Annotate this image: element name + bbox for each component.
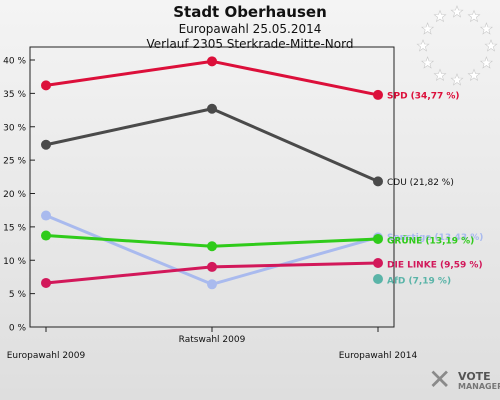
vote-manager-x-logo-icon: ✕ (428, 363, 452, 396)
series-end-label: AfD (7,19 %) (387, 277, 451, 287)
eu-star-icon (484, 39, 498, 52)
data-point (41, 277, 51, 288)
chart-subtitle: Europawahl 25.05.2014 (178, 22, 322, 36)
data-point (207, 261, 217, 272)
series-line (45, 107, 379, 183)
eu-star-icon (433, 68, 447, 82)
eu-star-icon (420, 56, 435, 69)
data-point (41, 80, 51, 91)
series-line (45, 59, 379, 97)
vote-manager-logo: ✕ VOTE MANAGER (428, 365, 500, 400)
y-tick-label: 5 % (9, 290, 27, 300)
eu-star-icon (467, 68, 481, 82)
y-tick-label: 25 % (3, 157, 26, 167)
x-tick-label: Ratswahl 2009 (179, 335, 246, 345)
series-end-label: CDU (21,82 %) (387, 178, 454, 188)
series-end-label: SPD (34,77 %) (387, 91, 460, 101)
y-tick-label: 40 % (3, 57, 26, 67)
eu-star-icon (479, 22, 494, 35)
y-tick-label: 35 % (3, 90, 26, 100)
y-tick-label: 10 % (3, 257, 26, 267)
logo-line1: VOTE (458, 370, 491, 383)
eu-star-icon (450, 5, 464, 18)
data-point (373, 233, 383, 244)
data-point (41, 139, 51, 150)
data-point (207, 279, 217, 290)
data-point (207, 241, 217, 252)
y-tick-label: 20 % (3, 190, 26, 200)
series-end-label: GRÜNE (13,19 %) (387, 235, 474, 246)
data-point (41, 230, 51, 241)
x-tick-label: Europawahl 2014 (339, 351, 418, 361)
eu-star-icon (479, 56, 494, 69)
eu-star-icon (433, 9, 447, 23)
y-tick-label: 15 % (3, 223, 26, 233)
data-point (373, 89, 383, 100)
data-point (207, 103, 217, 114)
x-tick-label: Europawahl 2009 (7, 351, 86, 361)
eu-star-icon (420, 22, 435, 35)
series-end-label: DIE LINKE (9,59 %) (387, 260, 483, 270)
y-tick-label: 30 % (3, 123, 26, 133)
eu-star-icon (450, 73, 464, 86)
logo-line2: MANAGER (458, 382, 500, 391)
series-end-label: Sonstige (13,43 %) (387, 233, 483, 243)
y-tick-label: 0 % (9, 324, 27, 334)
data-point (373, 176, 383, 187)
chart-title: Stadt Oberhausen (173, 3, 327, 21)
data-point (41, 210, 51, 221)
data-point (207, 56, 217, 67)
data-point (373, 257, 383, 268)
eu-star-icon (467, 9, 481, 23)
eu-star-icon (416, 39, 430, 52)
data-point (373, 274, 383, 285)
